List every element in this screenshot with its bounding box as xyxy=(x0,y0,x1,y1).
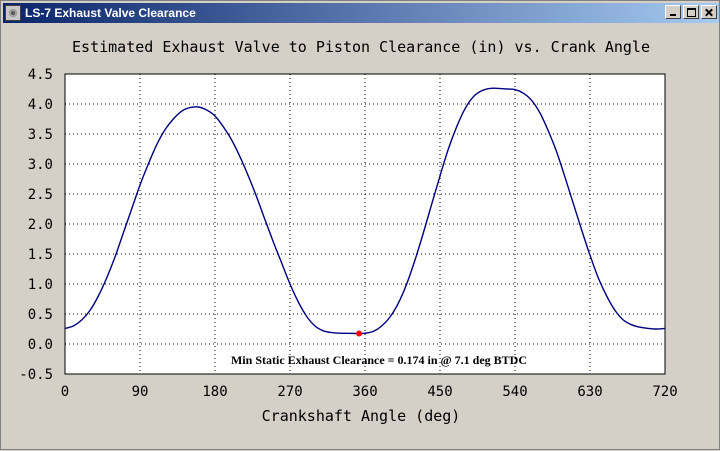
x-tick-label: 0 xyxy=(61,384,69,400)
y-tick-label: 0.0 xyxy=(28,337,53,353)
engine-app-icon[interactable] xyxy=(5,5,21,21)
close-button[interactable] xyxy=(701,5,717,19)
y-tick-label: 4.0 xyxy=(28,97,53,113)
title-bar[interactable]: LS-7 Exhaust Valve Clearance xyxy=(3,3,719,23)
x-tick-label: 720 xyxy=(652,384,677,400)
axis-ticks: 0 90 180 270 360 450 540 630 720 4.5 4.0 3.5 3.0 2.5 2… xyxy=(19,67,677,400)
y-tick-label: 1.0 xyxy=(28,277,53,293)
window-title: LS-7 Exhaust Valve Clearance xyxy=(25,6,196,20)
grid-lines xyxy=(65,74,665,374)
x-tick-label: 540 xyxy=(502,384,527,400)
x-tick-label: 450 xyxy=(427,384,452,400)
x-tick-label: 270 xyxy=(277,384,302,400)
x-tick-label: 360 xyxy=(352,384,377,400)
y-tick-label: 2.0 xyxy=(28,217,53,233)
y-tick-label: 4.5 xyxy=(28,67,53,83)
window-controls xyxy=(663,5,717,19)
min-clearance-marker xyxy=(356,330,363,337)
y-tick-label: 3.0 xyxy=(28,157,53,173)
y-tick-label: 0.5 xyxy=(28,307,53,323)
y-tick-label: 2.5 xyxy=(28,187,53,203)
chart-title: Estimated Exhaust Valve to Piston Cleara… xyxy=(72,38,650,56)
x-tick-label: 90 xyxy=(132,384,149,400)
y-tick-label: 3.5 xyxy=(28,127,53,143)
x-tick-label: 180 xyxy=(202,384,227,400)
y-tick-label: 1.5 xyxy=(28,247,53,263)
maximize-button[interactable] xyxy=(683,5,699,19)
x-tick-label: 630 xyxy=(577,384,602,400)
y-tick-label: -0.5 xyxy=(19,367,53,383)
min-clearance-annotation: Min Static Exhaust Clearance = 0.174 in … xyxy=(231,353,527,367)
x-axis-label: Crankshaft Angle (deg) xyxy=(261,407,461,425)
minimize-button[interactable] xyxy=(665,5,681,19)
